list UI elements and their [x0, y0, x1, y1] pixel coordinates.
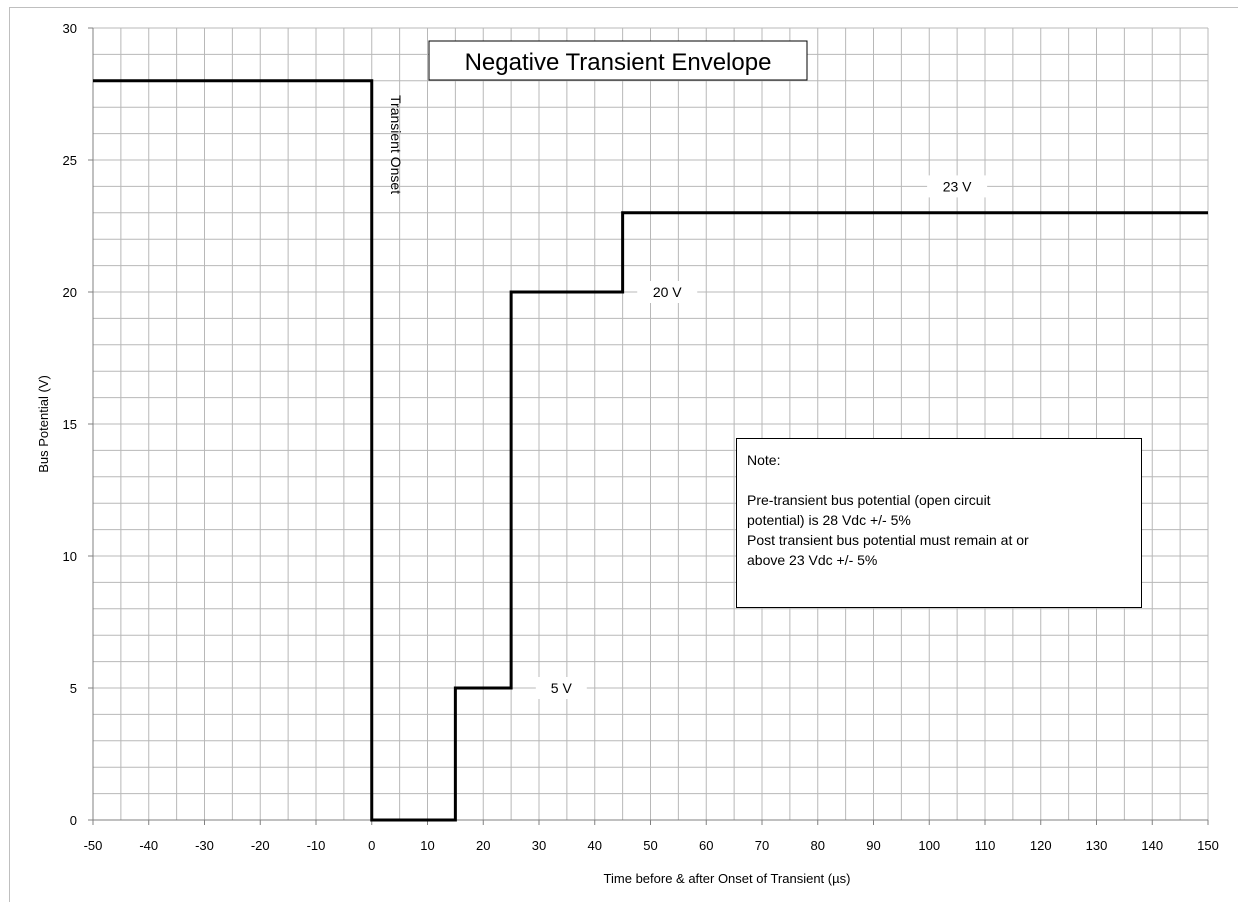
note-line: above 23 Vdc +/- 5%: [747, 552, 878, 568]
series-layer: [93, 79, 1208, 822]
annotation-transient-onset: Transient Onset: [388, 95, 404, 194]
series-line: [93, 79, 1208, 822]
x-tick-label: 150: [1197, 838, 1219, 853]
x-tick-label: -10: [307, 838, 326, 853]
y-tick-label: 0: [70, 813, 77, 828]
y-tick-label: 5: [70, 681, 77, 696]
x-tick-label: 90: [866, 838, 880, 853]
note-line: Pre-transient bus potential (open circui…: [747, 492, 991, 508]
y-axis-label: Bus Potential (V): [36, 375, 51, 473]
x-tick-label: 10: [420, 838, 434, 853]
annotation-label-bg: [637, 281, 698, 303]
annotations: Transient Onset 5 V 20 V 23 V: [388, 95, 988, 699]
y-tick-label: 15: [63, 417, 77, 432]
x-tick-label: 60: [699, 838, 713, 853]
y-tick-label: 20: [63, 285, 77, 300]
note-box: Note: Pre-transient bus potential (open …: [736, 438, 1142, 608]
chart-title-box: Negative Transient Envelope: [428, 40, 808, 81]
annotation-label-bg: [927, 175, 988, 198]
x-tick-label: -50: [84, 838, 103, 853]
note-line: potential) is 28 Vdc +/- 5%: [747, 512, 911, 528]
x-tick-label: 80: [811, 838, 825, 853]
tick-labels: -50 -40 -30 -20 -10 0 10 20 30 40 50 60 70 80 90 100 110…: [63, 21, 1219, 853]
x-tick-label: -20: [251, 838, 270, 853]
annotation-label: 5 V: [551, 680, 573, 696]
annotation-label-bg: [535, 677, 587, 699]
x-tick-label: 50: [643, 838, 657, 853]
x-tick-label: 130: [1086, 838, 1108, 853]
note-title: Note:: [747, 452, 781, 468]
x-tick-label: 70: [755, 838, 769, 853]
x-tick-label: 120: [1030, 838, 1052, 853]
x-tick-label: -40: [139, 838, 158, 853]
y-tick-label: 25: [63, 153, 77, 168]
grid: [92, 27, 1209, 821]
x-axis-label: Time before & after Onset of Transient (…: [604, 871, 851, 886]
y-tick-label: 10: [63, 549, 77, 564]
y-tick-label: 30: [63, 21, 77, 36]
x-tick-label: 100: [918, 838, 940, 853]
annotation-label: 20 V: [653, 284, 682, 300]
chart-title: Negative Transient Envelope: [465, 49, 772, 76]
x-tick-label: 140: [1141, 838, 1163, 853]
chart-frame: [9, 7, 1238, 902]
x-tick-label: -30: [195, 838, 214, 853]
x-tick-label: 40: [588, 838, 602, 853]
annotation-label: 23 V: [943, 178, 972, 194]
x-tick-label: 0: [368, 838, 375, 853]
note-line: Post transient bus potential must remain…: [747, 532, 1029, 548]
x-tick-label: 110: [975, 838, 996, 853]
x-tick-label: 30: [532, 838, 546, 853]
x-tick-label: 20: [476, 838, 490, 853]
